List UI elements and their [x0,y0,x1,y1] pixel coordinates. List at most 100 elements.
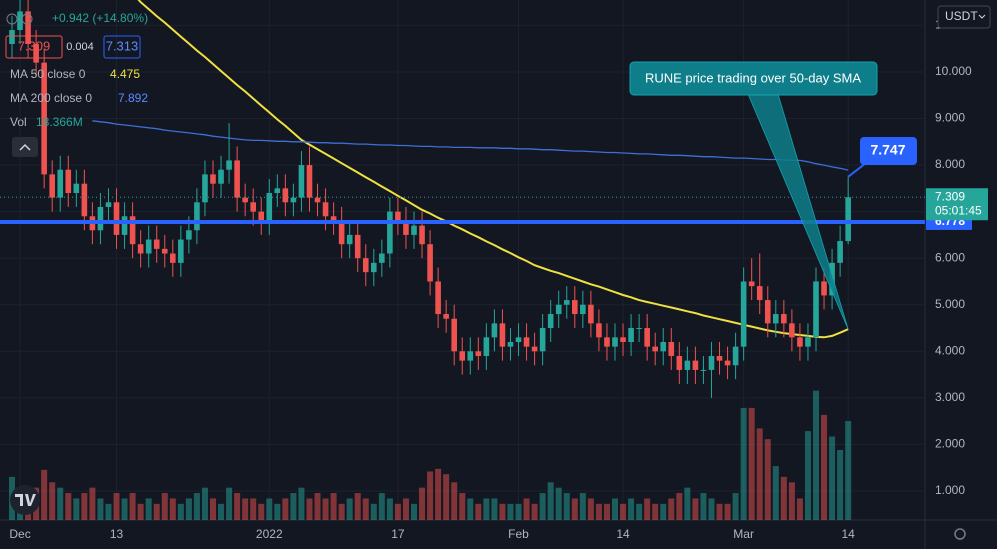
candle-body [161,248,168,254]
volume-bar [338,503,345,520]
y-tick-label: 8.000 [935,157,965,171]
volume-value: 18.366M [36,115,83,129]
ma50-name: MA 50 close 0 [10,67,86,81]
candle-body [411,225,417,235]
candle-body [652,346,658,352]
eye-icon[interactable] [6,13,18,25]
volume-bar [258,503,265,520]
volume-bar [595,503,602,520]
y-tick-label: 2.000 [935,437,965,451]
candle-body [218,169,224,184]
candle-body [523,337,530,347]
y-tick-label: 4.000 [935,343,965,357]
volume-bar [427,471,434,520]
y-tick-label: 1.000 [935,483,965,497]
legend: +0.942 (+14.80%) 7.309 0.004 7.313 MA 50… [5,11,148,157]
bid-price: 7.309 [18,38,51,53]
volume-bar [708,498,715,520]
candle-body [57,169,64,198]
volume-bar [475,503,482,520]
candle-body [748,281,755,287]
ma-line [137,0,849,339]
bid-box[interactable] [5,35,63,59]
x-tick-label: 13 [110,527,124,541]
volume-bar [161,493,168,520]
collapse-button[interactable] [12,137,38,157]
candle-body [483,337,490,356]
candle-body [25,11,31,45]
candle-body [49,174,55,198]
volume-bar [740,407,747,520]
volume-bar [724,503,731,520]
volume-bar [523,498,530,520]
candle-body [805,337,811,347]
candle-body [547,314,554,329]
candle-body [178,239,184,263]
candle-body [371,262,377,273]
candle-body [105,202,112,207]
candle-body [499,323,506,347]
candle-body [644,328,650,347]
x-tick-label: 2022 [256,527,283,541]
volume-bar [732,493,739,520]
volume-bar [644,498,651,520]
volume-bar [684,487,691,520]
volume-bar [89,487,96,520]
volume-bar [386,498,393,520]
candle-body [395,211,401,221]
volume-bar [603,503,610,520]
volume-bar [234,493,241,520]
candle-body [274,188,281,193]
currency-button[interactable]: USDT [937,5,991,29]
candle-body [290,197,297,203]
volume-bar [193,493,200,520]
volume-bar [668,498,675,520]
high-label: 7.747 [870,142,905,158]
volume-bar [177,503,184,520]
candle-body [306,165,313,198]
settings-icon[interactable] [21,13,33,25]
logo-mark [15,494,36,506]
volume-bar [242,498,249,520]
volume-bar [250,498,257,520]
volume-bar [153,503,160,520]
ask-box[interactable] [103,35,141,59]
candle-body [668,341,675,356]
volume-bar [443,474,450,520]
volume-bar [81,493,88,520]
volume-bar [57,487,64,520]
candle-body [298,165,305,198]
candle-body [145,239,152,254]
candle-body [387,211,393,254]
volume-bar [298,487,305,520]
high-pointer [847,162,867,178]
volume-bar [587,498,594,520]
candle-body [210,174,216,184]
candle-body [684,360,691,370]
candle-body [153,239,160,249]
volume-bar [121,498,128,520]
volume-bar [837,449,844,520]
candle-body [716,355,723,361]
volume-bar [772,466,779,520]
last-price-label: 7.309 [935,189,965,203]
volume-bar [491,498,498,520]
x-tick-label: Feb [508,527,529,541]
volume-bar [370,503,377,520]
candle-body [362,258,369,273]
candle-body [491,323,498,338]
volume-bar [362,498,369,520]
currency-box[interactable] [937,5,991,29]
volume-bar [65,493,72,520]
volume-bar [394,503,401,520]
settings-gear[interactable] [954,528,966,540]
callout-box [629,61,878,96]
candle-body [555,304,562,315]
volume-bar [563,493,570,520]
candle-body [539,328,546,352]
candle-body [250,202,256,212]
candle-body [314,197,321,203]
candle-body [837,241,843,263]
candle-body [33,44,39,63]
volume-bar [290,493,297,520]
